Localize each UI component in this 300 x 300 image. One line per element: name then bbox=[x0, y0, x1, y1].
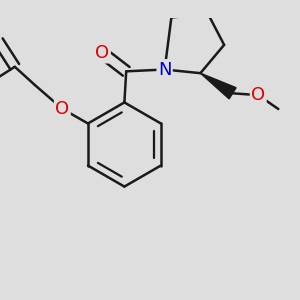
Polygon shape bbox=[200, 73, 236, 99]
Text: O: O bbox=[95, 44, 110, 62]
Text: O: O bbox=[55, 100, 69, 118]
Text: O: O bbox=[251, 86, 265, 104]
Text: N: N bbox=[158, 61, 171, 79]
